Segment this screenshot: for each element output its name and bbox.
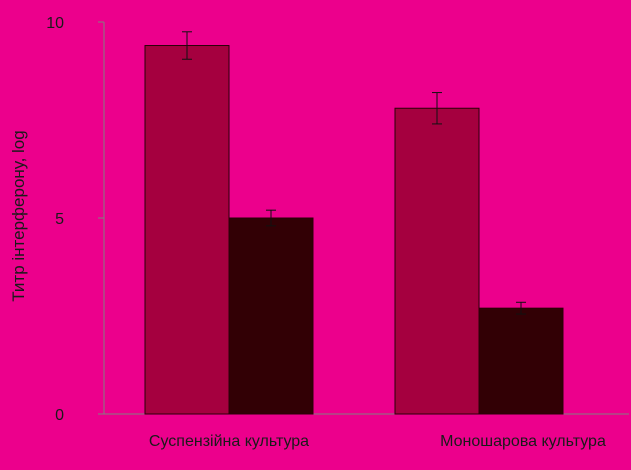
bar-series2-2	[478, 307, 564, 415]
bar-series2-1	[228, 217, 314, 415]
y-tick-label: 10	[46, 15, 64, 32]
category-label: Моношарова культура	[440, 433, 606, 450]
bar-series1-1	[144, 45, 230, 415]
error-bars	[182, 31, 526, 315]
category-label: Суспензійна культура	[149, 433, 309, 450]
y-tick-label: 0	[55, 407, 64, 424]
bar-series1-2	[394, 107, 480, 415]
bars	[144, 45, 564, 415]
y-tick-label: 5	[55, 211, 64, 228]
labels: 0 5 10 Суспензійна культура Моношарова культ…	[46, 15, 606, 450]
y-axis-title: Титр інтерферону, log	[9, 130, 28, 301]
